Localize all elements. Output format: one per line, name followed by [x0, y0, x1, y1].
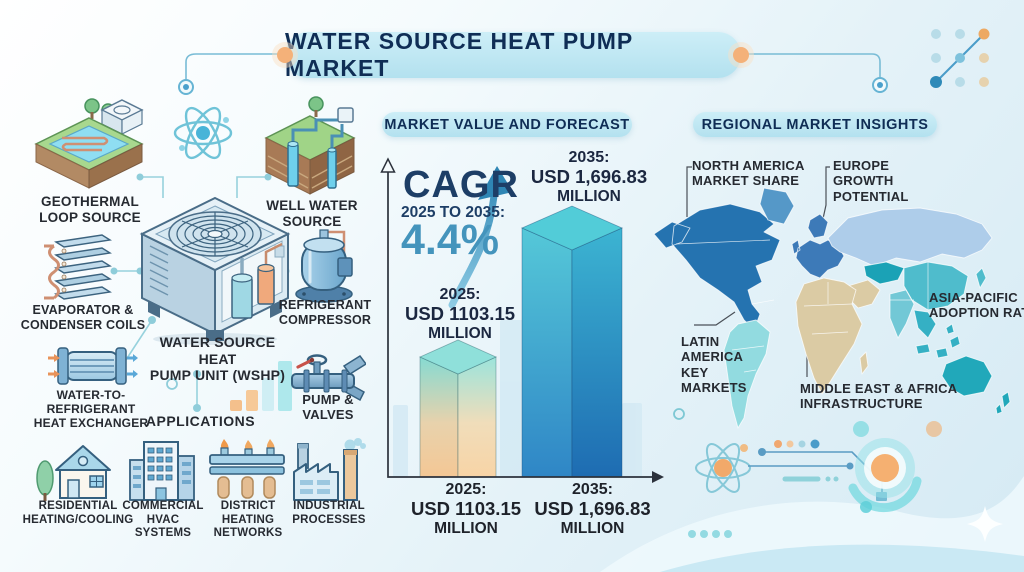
- evaporator-coils-icon: [44, 234, 112, 300]
- residential-label: RESIDENTIAL HEATING/COOLING: [22, 500, 134, 526]
- map-region-africa: [795, 277, 869, 395]
- x-axis-2025-label: 2025: USD 1103.15 MILLION: [410, 481, 522, 537]
- world-map: [653, 187, 1011, 429]
- forecast-bar-chart: [380, 157, 664, 483]
- heat-pump-unit-icon: [139, 196, 291, 345]
- bar-2035: [521, 205, 623, 478]
- title-connector-lines: [185, 53, 881, 79]
- regional-section-header: REGIONAL MARKET INSIGHTS: [693, 112, 937, 137]
- europe-label: EUROPE GROWTH POTENTIAL: [833, 158, 909, 204]
- evaporator-label: EVAPORATOR & CONDENSER COILS: [20, 303, 146, 332]
- well-water-icon: [264, 96, 356, 195]
- cagr-value: 4.4%: [401, 216, 500, 264]
- atom-icon: [173, 106, 233, 160]
- sparkle-icon: [967, 506, 1003, 542]
- applications-title: APPLICATIONS: [145, 413, 256, 429]
- well-water-label: WELL WATER SOURCE: [266, 198, 358, 229]
- title-left-dot: [277, 47, 293, 63]
- residential-house-icon: [36, 445, 111, 501]
- title-connector-nodes: [178, 77, 888, 95]
- circle-outline-decoration: [673, 408, 685, 420]
- page-title: WATER SOURCE HEAT PUMP MARKET: [285, 28, 741, 81]
- dot-grid-decoration: [930, 28, 990, 88]
- dot-row-decoration: [688, 530, 732, 538]
- title-right-dot: [733, 47, 749, 63]
- forecast-section-header: MARKET VALUE AND FORECAST: [382, 112, 632, 137]
- chart-axes: [387, 170, 654, 478]
- cagr-label: CAGR: [403, 164, 519, 206]
- industrial-factory-icon: [293, 438, 366, 501]
- glow-circle-decoration: [848, 438, 922, 513]
- pump-valves-label: PUMP & VALVES: [302, 392, 354, 423]
- map-region-central-asia: [863, 261, 905, 285]
- wave-decoration: [600, 476, 1024, 572]
- geothermal-loop-icon: [34, 98, 144, 189]
- geothermal-label: GEOTHERMAL LOOP SOURCE: [39, 194, 141, 225]
- wshp-unit-label: WATER SOURCE HEAT PUMP UNIT (WSHP): [149, 334, 286, 384]
- compressor-label: REFRIGERANT COMPRESSOR: [278, 298, 372, 327]
- bar-2025-value-label: 2025: USD 1103.15 MILLION: [404, 286, 516, 342]
- chart-background-bars: [393, 320, 642, 477]
- map-region-australia: [941, 355, 1011, 415]
- heat-exchanger-label: WATER-TO-REFRIGERANT HEAT EXCHANGER: [33, 388, 149, 431]
- map-region-south-asia: [889, 289, 915, 339]
- cagr-period: 2025 TO 2035:: [401, 204, 505, 221]
- commercial-building-icon: [129, 441, 195, 501]
- map-country-borders: [675, 239, 929, 373]
- refrigerant-compressor-icon: [295, 229, 353, 303]
- district-heating-icon: [209, 439, 285, 499]
- atom-icon: [695, 443, 751, 493]
- bar-2025: [419, 339, 497, 478]
- cagr-growth-arrow: [448, 166, 513, 309]
- y-axis-arrowhead: [380, 157, 396, 173]
- commercial-label: COMMERCIAL HVAC SYSTEMS: [122, 500, 204, 540]
- x-axis-arrowhead: [652, 471, 664, 483]
- pump-valves-icon: [291, 354, 366, 402]
- heat-exchanger-icon: [48, 347, 138, 385]
- map-region-russia: [827, 207, 993, 267]
- bottom-right-decorations: [673, 408, 1003, 542]
- asia-pacific-label: ASIA-PACIFIC ADOPTION RATE: [929, 290, 1024, 321]
- bar-2035-value-label: 2035: USD 1,696.83 MILLION: [530, 149, 648, 205]
- x-axis-2035-label: 2035: USD 1,696.83 MILLION: [534, 481, 651, 537]
- mini-bar-chart-decoration: [230, 361, 292, 411]
- north-america-label: NORTH AMERICA MARKET SHARE: [692, 158, 805, 189]
- industrial-label: INDUSTRIAL PROCESSES: [292, 500, 366, 526]
- middle-east-africa-label: MIDDLE EAST & AFRICA INFRASTRUCTURE: [800, 381, 958, 412]
- map-region-greenland: [759, 187, 795, 225]
- map-region-europe: [791, 213, 845, 279]
- map-region-southeast-asia: [913, 309, 961, 359]
- district-label: DISTRICT HEATING NETWORKS: [213, 500, 283, 540]
- map-region-north-america: [653, 203, 781, 331]
- latin-america-label: LATIN AMERICA KEY MARKETS: [681, 334, 747, 395]
